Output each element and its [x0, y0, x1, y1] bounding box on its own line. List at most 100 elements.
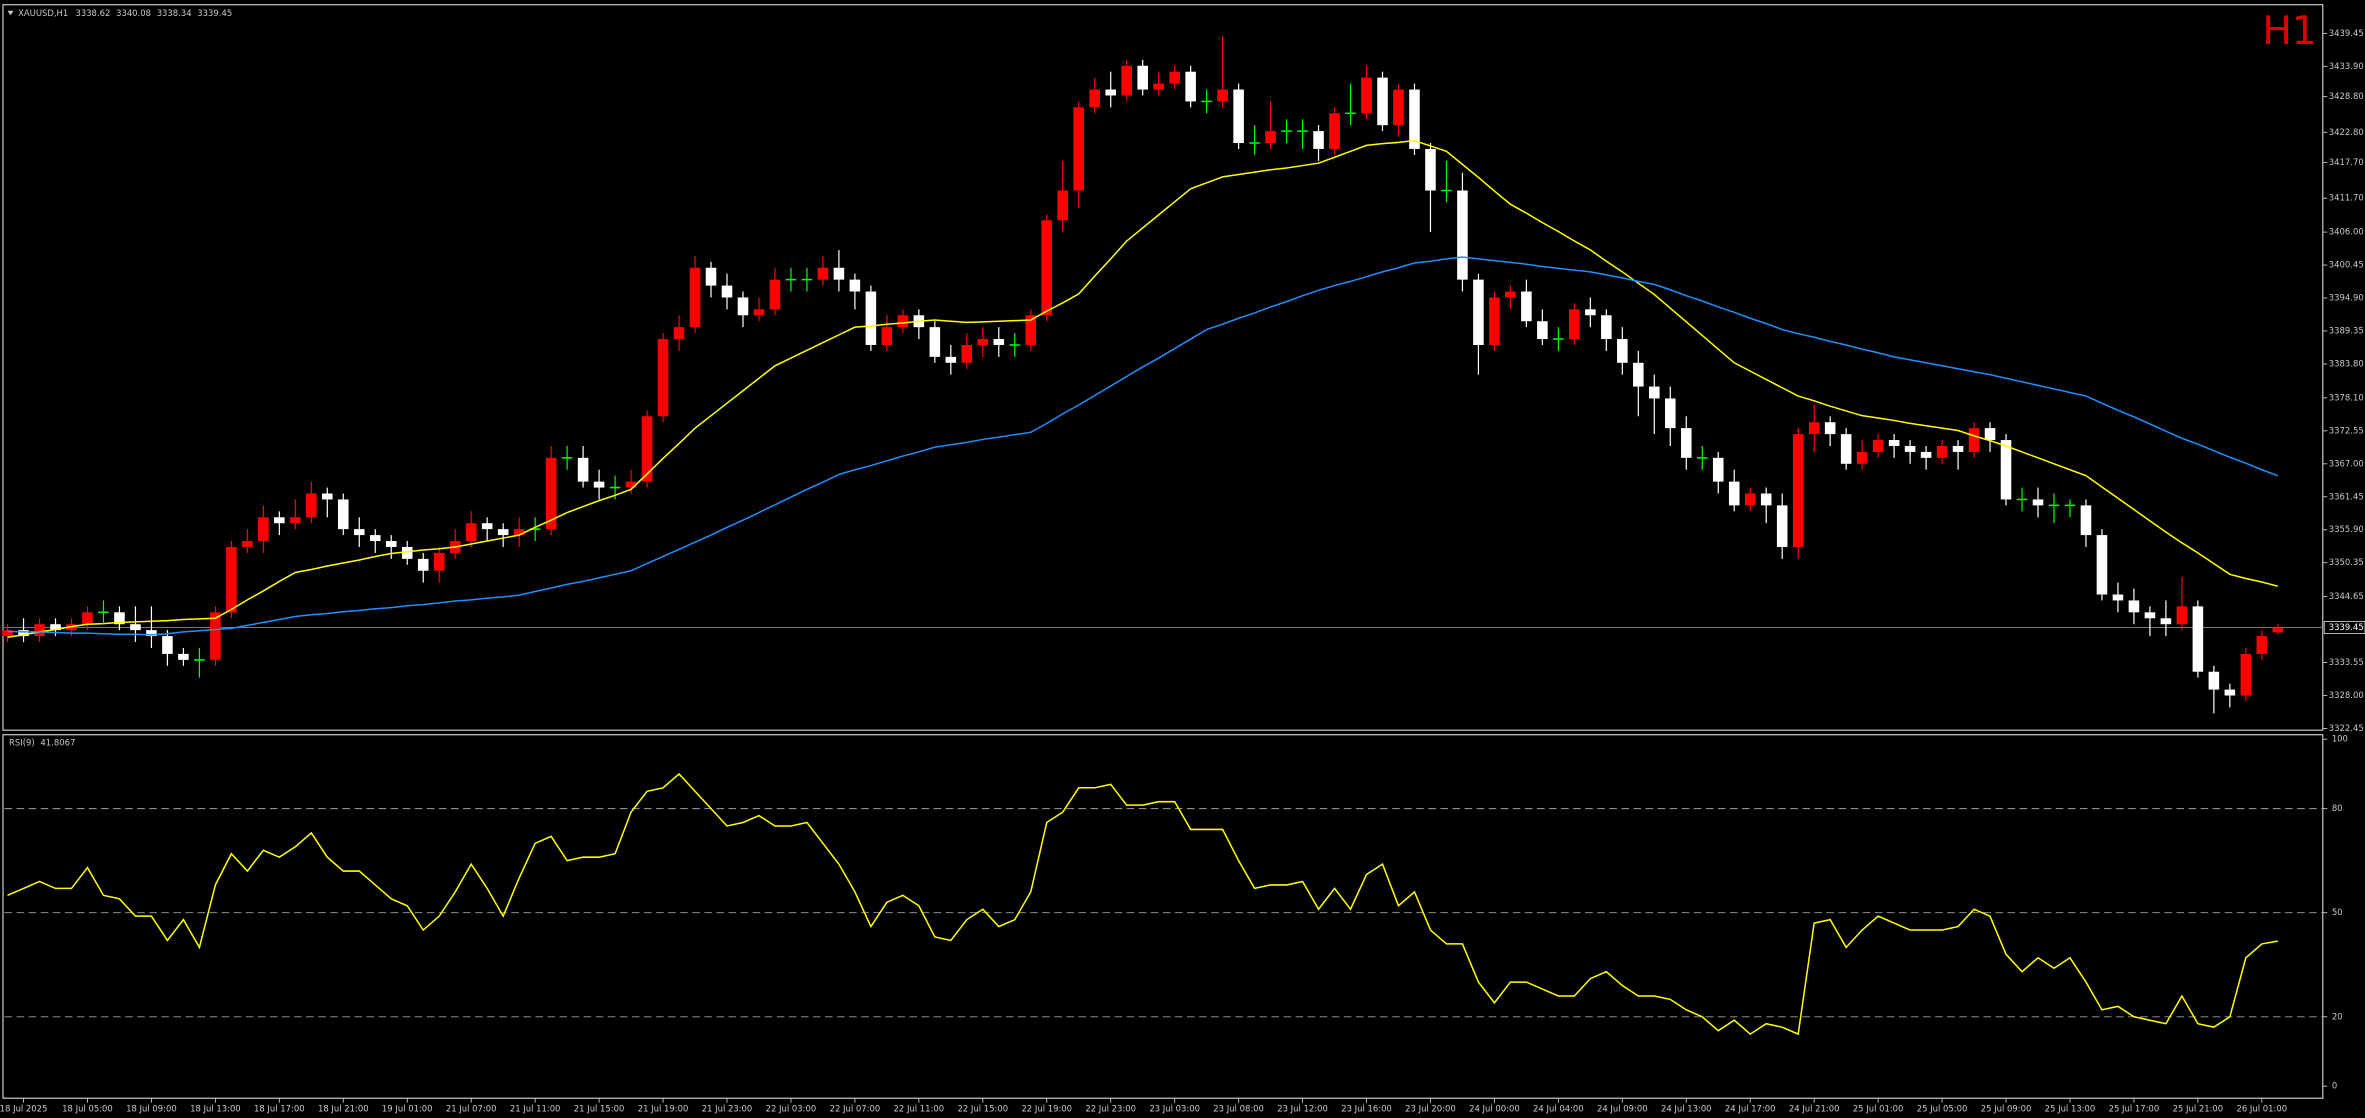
candle-body	[1361, 77, 1372, 114]
candle-body	[1984, 428, 1996, 441]
candle-body	[1457, 190, 1468, 280]
candle-body	[513, 529, 525, 536]
candle-body	[1473, 279, 1484, 345]
candle-body	[1824, 422, 1836, 435]
candle-body	[226, 546, 237, 613]
x-tick-label: 18 Jul 21:00	[318, 1103, 369, 1113]
x-tick-label: 18 Jul 09:00	[126, 1103, 177, 1113]
indicator-y-tick-label: 0	[2332, 1081, 2337, 1091]
x-tick-label: 25 Jul 13:00	[2045, 1103, 2096, 1113]
candle-body	[2096, 535, 2108, 595]
candle-body	[1808, 422, 1820, 435]
candle-body	[1776, 505, 1788, 547]
candle-body	[641, 416, 653, 482]
x-tick-label: 18 Jul 05:00	[62, 1103, 113, 1113]
candle-body	[2032, 499, 2044, 506]
indicator-y-tick-label: 20	[2332, 1011, 2343, 1021]
plot-layer: 3439.45 3433.90 3428.80 3422.80 3417.70 3411.…	[0, 28, 2365, 1113]
y-tick-label: 3417.70	[2329, 157, 2364, 167]
candle-body	[1744, 493, 1756, 506]
candle-body	[2112, 594, 2124, 601]
candle-body	[1968, 428, 1980, 452]
candle-body	[2224, 689, 2236, 696]
candle-body	[1153, 83, 1164, 90]
candle-body	[849, 279, 861, 292]
x-tick-label: 25 Jul 05:00	[1917, 1103, 1968, 1113]
candle-body	[1904, 445, 1916, 452]
candle-body	[833, 267, 845, 280]
x-tick-label: 23 Jul 20:00	[1405, 1103, 1456, 1113]
y-tick-label: 3322.45	[2329, 723, 2364, 733]
rsi-line	[7, 772, 2278, 1036]
indicator-y-tick-label: 100	[2332, 734, 2348, 744]
x-tick-label: 22 Jul 15:00	[957, 1103, 1008, 1113]
candle-body	[1665, 398, 1676, 429]
candle-body	[1840, 434, 1852, 464]
candle-body	[753, 309, 765, 316]
x-tick-label: 25 Jul 17:00	[2109, 1103, 2160, 1113]
candle-body	[737, 297, 749, 316]
y-tick-label: 3344.65	[2329, 591, 2364, 601]
x-tick-label: 19 Jul 01:00	[382, 1103, 433, 1113]
x-tick-label: 21 Jul 19:00	[638, 1103, 689, 1113]
candle-body	[1601, 315, 1612, 340]
candle-body	[1649, 386, 1660, 399]
candle-body	[1920, 451, 1932, 458]
candle-body	[2208, 671, 2220, 690]
candle-body	[417, 558, 429, 571]
candle-body	[433, 552, 445, 571]
candle-body	[1792, 434, 1804, 547]
candle-body	[1633, 362, 1644, 387]
x-tick-label: 18 Jul 17:00	[254, 1103, 305, 1113]
y-tick-label: 3333.55	[2329, 657, 2364, 667]
candle-body	[130, 624, 141, 631]
candle-body	[1169, 71, 1180, 84]
x-tick-label: 22 Jul 03:00	[766, 1103, 817, 1113]
y-tick-label: 3411.70	[2329, 193, 2364, 203]
x-tick-label: 24 Jul 04:00	[1533, 1103, 1584, 1113]
candle-body	[1537, 321, 1548, 340]
candle-body	[945, 356, 957, 363]
candle-body	[705, 267, 717, 286]
indicator-header: RSI(9) 41.8067	[9, 737, 75, 747]
candle-body	[993, 339, 1005, 345]
y-tick-label: 3328.00	[2329, 690, 2364, 700]
y-tick-label: 3439.45	[2329, 28, 2364, 38]
candle-body	[657, 339, 669, 417]
x-tick-label: 21 Jul 23:00	[702, 1103, 753, 1113]
candle-body	[1377, 77, 1388, 126]
candle-body	[1313, 131, 1324, 149]
candle-body	[1089, 89, 1100, 108]
candle-body	[1505, 291, 1516, 298]
moving-average-line	[7, 256, 2279, 636]
x-tick-label: 23 Jul 03:00	[1149, 1103, 1200, 1113]
y-tick-label: 3361.45	[2329, 491, 2364, 501]
header-low: 3338.34	[157, 7, 192, 17]
candle-body	[2192, 606, 2204, 672]
candle-body	[961, 344, 973, 363]
candle-body	[977, 339, 989, 345]
candle-body	[721, 285, 733, 298]
last-price-box	[2323, 620, 2365, 634]
y-tick-label: 3433.90	[2329, 61, 2364, 71]
candle-body	[1329, 113, 1340, 149]
x-tick-label: 23 Jul 16:00	[1341, 1103, 1392, 1113]
y-tick-label: 3389.35	[2329, 326, 2364, 336]
candle-body	[1217, 89, 1228, 102]
symbol: XAUUSD,H1	[18, 7, 68, 17]
candle-body	[2160, 618, 2172, 625]
menu-arrow[interactable]	[7, 10, 14, 16]
x-tick-label: 25 Jul 01:00	[1853, 1103, 1904, 1113]
y-tick-label: 3378.10	[2329, 392, 2364, 402]
candle-body	[1265, 131, 1276, 143]
x-tick-label: 22 Jul 23:00	[1085, 1103, 1136, 1113]
candle-body	[1393, 89, 1404, 126]
x-tick-label: 22 Jul 19:00	[1021, 1103, 1072, 1113]
candle-body	[1489, 297, 1500, 345]
candle-body	[369, 535, 381, 542]
candle-body	[1105, 89, 1116, 96]
x-tick-label: 24 Jul 13:00	[1661, 1103, 1712, 1113]
candle-body	[593, 481, 605, 488]
x-tick-label: 21 Jul 11:00	[510, 1103, 561, 1113]
candle-body	[2000, 440, 2012, 500]
